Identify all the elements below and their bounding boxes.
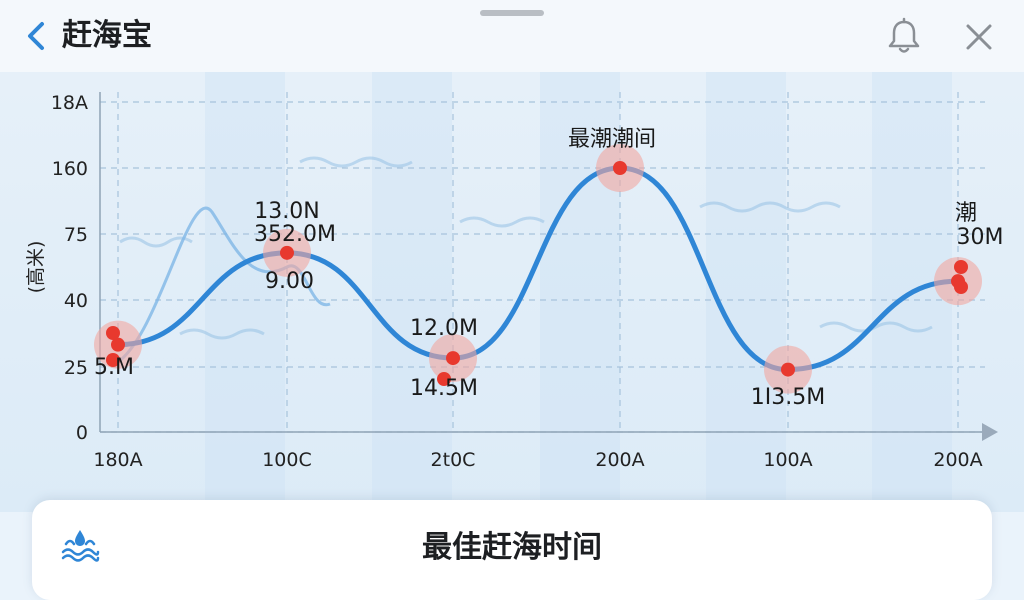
water-splash-icon bbox=[61, 530, 100, 562]
ghost-tide-line bbox=[117, 206, 331, 364]
data-point bbox=[446, 351, 460, 366]
data-point bbox=[280, 245, 294, 260]
x-tick-label: 180A bbox=[93, 449, 142, 471]
tide-chart: 0 25 40 75 160 18A (高米) 180A 100C 2t0C 200A 100A 200… bbox=[25, 72, 1004, 512]
data-point-secondary bbox=[106, 353, 120, 367]
data-label: 30M bbox=[957, 225, 1004, 250]
x-tick-label: 100C bbox=[262, 449, 312, 471]
bell-icon[interactable] bbox=[884, 16, 924, 56]
y-axis-label: (高米) bbox=[25, 241, 47, 294]
app-title: 赶海宝 bbox=[62, 18, 152, 53]
data-label: 14.5M bbox=[410, 376, 478, 401]
decorative-wave bbox=[179, 328, 265, 340]
chart-area bbox=[0, 72, 1024, 512]
y-tick-label: 18A bbox=[51, 92, 88, 114]
top-bar: 赶海宝 bbox=[0, 0, 1024, 72]
best-time-title: 最佳赶海时间 bbox=[422, 530, 602, 565]
x-axis-arrow bbox=[982, 423, 998, 441]
data-label: 最潮潮间 bbox=[568, 127, 656, 152]
close-icon[interactable] bbox=[960, 18, 998, 56]
y-tick-label: 40 bbox=[64, 290, 88, 312]
decorative-wave bbox=[459, 216, 545, 228]
decorative-wave bbox=[819, 321, 933, 333]
y-tick-label: 25 bbox=[64, 357, 88, 379]
data-label: 1I3.5M bbox=[751, 385, 825, 410]
data-label: 9.00 bbox=[265, 269, 314, 294]
decorative-wave bbox=[299, 156, 413, 168]
decorative-wave bbox=[699, 201, 841, 213]
x-tick-label: 200A bbox=[595, 449, 644, 471]
data-point bbox=[781, 362, 795, 377]
data-point bbox=[613, 161, 627, 175]
data-point bbox=[111, 337, 125, 352]
background-band bbox=[372, 72, 452, 512]
best-time-card[interactable]: 最佳赶海时间 bbox=[32, 500, 992, 600]
y-tick-label: 160 bbox=[52, 158, 88, 180]
chevron-left-icon[interactable] bbox=[22, 20, 50, 52]
x-tick-label: 200A bbox=[933, 449, 982, 471]
drag-handle[interactable] bbox=[480, 10, 544, 16]
decorative-wave bbox=[119, 236, 193, 248]
data-label: 12.0M bbox=[410, 316, 478, 341]
x-tick-label: 100A bbox=[763, 449, 812, 471]
data-label: 5.M bbox=[94, 355, 134, 380]
y-tick-label: 75 bbox=[64, 224, 88, 246]
data-point-secondary bbox=[437, 372, 451, 386]
data-point-secondary bbox=[954, 280, 968, 294]
x-tick-label: 2t0C bbox=[431, 449, 476, 471]
data-label: 13.0N bbox=[254, 199, 319, 224]
y-tick-label: 0 bbox=[76, 422, 88, 444]
data-label: 潮 bbox=[955, 201, 977, 226]
data-label: 352.0M bbox=[254, 222, 336, 247]
data-point-secondary bbox=[106, 326, 120, 340]
background-band bbox=[706, 72, 786, 512]
data-point-secondary bbox=[954, 260, 968, 274]
background-band bbox=[205, 72, 285, 512]
background-band bbox=[540, 72, 620, 512]
